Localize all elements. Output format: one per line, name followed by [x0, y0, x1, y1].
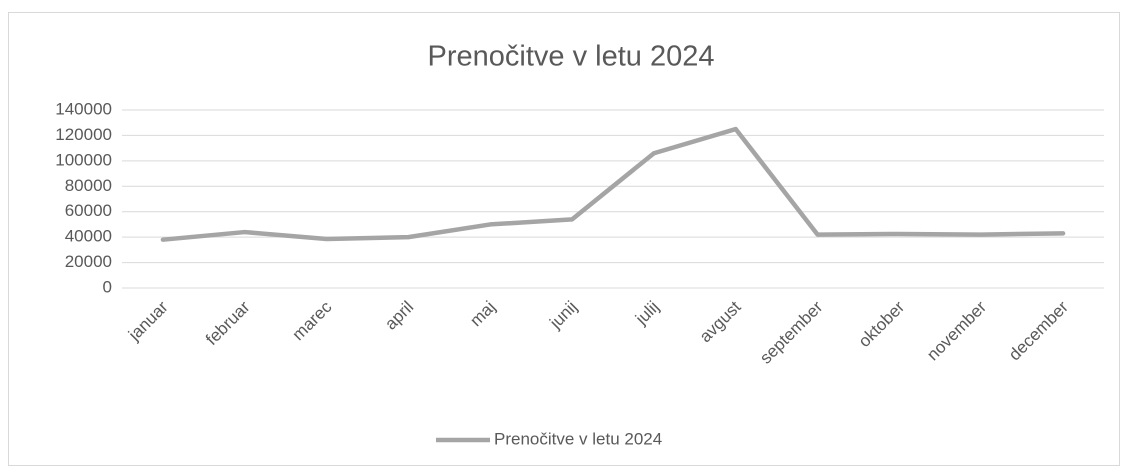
- y-tick-label: 140000: [55, 99, 112, 118]
- legend-label: Prenočitve v letu 2024: [494, 429, 662, 448]
- chart-title: Prenočitve v letu 2024: [428, 41, 715, 73]
- y-tick-label: 20000: [65, 252, 112, 271]
- data-line: [160, 126, 1066, 242]
- y-tick-label: 120000: [55, 125, 112, 144]
- y-tick-label: 80000: [65, 176, 112, 195]
- y-tick-label: 0: [103, 277, 112, 296]
- y-tick-label: 100000: [55, 150, 112, 169]
- y-tick-label: 40000: [65, 227, 112, 246]
- y-tick-label: 60000: [65, 201, 112, 220]
